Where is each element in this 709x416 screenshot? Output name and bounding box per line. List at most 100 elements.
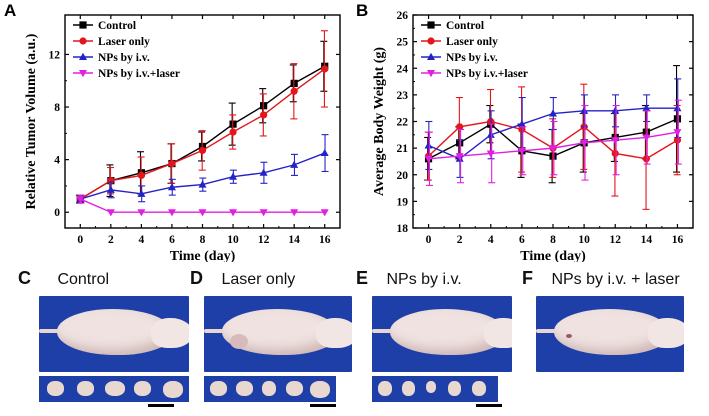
data-point	[106, 209, 115, 217]
y-tick-label: 26	[397, 10, 409, 22]
y-tick-label: 0	[54, 207, 60, 219]
x-axis-label: Time (day)	[170, 249, 236, 262]
photo-panel-c: C Control	[18, 262, 189, 416]
y-tick-label: 23	[397, 90, 409, 102]
x-axis-label: Time (day)	[520, 249, 586, 262]
panel-letter: C	[18, 268, 31, 288]
series-nps-by-i-v-laser	[424, 99, 682, 186]
tumor-strip-laser-only	[204, 376, 336, 402]
data-point	[424, 155, 433, 163]
x-tick-label: 10	[227, 234, 239, 246]
x-tick-label: 0	[426, 234, 432, 246]
legend: Control Laser only NPs by i.v. NPs by i.v.+…	[73, 20, 180, 80]
x-tick-label: 6	[519, 234, 525, 246]
data-point	[168, 159, 176, 168]
legend-marker	[79, 37, 87, 45]
x-tick-label: 6	[169, 234, 175, 246]
data-point	[76, 196, 85, 204]
scale-bar	[148, 404, 174, 407]
data-point	[611, 106, 620, 114]
panel-title: Laser only	[221, 271, 296, 288]
x-tick-label: 0	[77, 234, 83, 246]
data-point	[673, 129, 682, 137]
mouse-photo-laser-only	[204, 296, 352, 372]
data-point	[198, 180, 207, 188]
photo-panel-d: D Laser only	[190, 262, 360, 416]
panel-letter: E	[356, 268, 369, 288]
data-point	[611, 137, 620, 145]
x-tick-label: 4	[488, 234, 494, 246]
x-tick-label: 12	[609, 234, 621, 246]
data-point	[229, 128, 237, 136]
tumor-strip-control	[39, 376, 189, 402]
data-point	[167, 209, 176, 217]
y-tick-label: 21	[397, 143, 409, 155]
data-point	[198, 146, 207, 155]
legend-label: Laser only	[98, 36, 150, 48]
data-point	[259, 168, 268, 176]
legend-marker	[79, 21, 87, 29]
panel-letter: A	[4, 1, 16, 20]
x-tick-label: 14	[288, 234, 300, 246]
panel-letter: F	[522, 268, 533, 288]
scale-bar	[476, 404, 502, 407]
chart-a: A 0 2 4 6 8 10 12 14 16 0 4 8 12 Time (day) Relative Tu…	[4, 1, 341, 262]
x-tick-label: 16	[672, 234, 684, 246]
data-point	[611, 149, 619, 158]
data-point	[229, 172, 238, 180]
data-point	[424, 141, 433, 149]
legend: Control Laser only NPs by i.v. NPs by i.v.+…	[421, 20, 528, 80]
series-nps-by-i-v-laser	[76, 194, 329, 217]
photo-panel-f: F NPs by i.v. + laser	[522, 262, 707, 416]
data-point	[456, 123, 464, 131]
data-point	[549, 109, 557, 117]
legend-marker	[79, 52, 87, 60]
data-point	[260, 111, 268, 119]
mouse-photo-nps-iv-laser	[536, 296, 684, 372]
data-point	[455, 153, 464, 161]
x-tick-label: 8	[200, 234, 206, 246]
data-point	[198, 209, 207, 217]
data-point	[137, 189, 146, 197]
x-tick-label: 8	[550, 234, 556, 246]
legend-label: NPs by i.v.	[98, 52, 150, 64]
y-tick-label: 25	[397, 37, 409, 49]
y-tick-label: 8	[54, 102, 60, 114]
x-tick-label: 2	[457, 234, 463, 246]
y-tick-label: 24	[397, 63, 409, 75]
data-point	[290, 160, 299, 168]
data-point	[290, 209, 299, 217]
x-tick-label: 14	[641, 234, 653, 246]
data-point	[673, 103, 682, 112]
legend-marker	[427, 52, 435, 60]
data-point	[486, 130, 495, 138]
data-point	[580, 106, 589, 114]
series-nps-by-i-v-	[76, 134, 329, 204]
data-point	[580, 139, 589, 147]
data-point	[137, 171, 145, 180]
y-tick-label: 22	[397, 117, 409, 129]
series-nps-by-i-v-	[424, 78, 682, 178]
legend-label: Control	[446, 20, 484, 32]
y-tick-label: 12	[49, 49, 61, 61]
legend-label: Control	[98, 20, 136, 32]
data-point	[517, 119, 526, 128]
data-point	[259, 209, 268, 217]
y-tick-label: 18	[397, 223, 409, 235]
mouse-photo-nps-iv	[372, 296, 512, 372]
data-point	[320, 148, 329, 157]
legend-label: Laser only	[446, 36, 498, 48]
data-point	[229, 209, 238, 217]
legend-marker	[79, 70, 87, 78]
x-tick-label: 2	[108, 234, 114, 246]
panel-title: Control	[57, 271, 110, 288]
y-axis-label: Average Body Weight (g)	[372, 47, 387, 197]
panel-title: NPs by i.v.	[386, 271, 462, 288]
data-point	[517, 147, 526, 155]
panel-letter: B	[356, 1, 368, 20]
y-tick-label: 4	[54, 155, 60, 167]
x-tick-label: 12	[258, 234, 270, 246]
scale-bar	[310, 404, 336, 407]
